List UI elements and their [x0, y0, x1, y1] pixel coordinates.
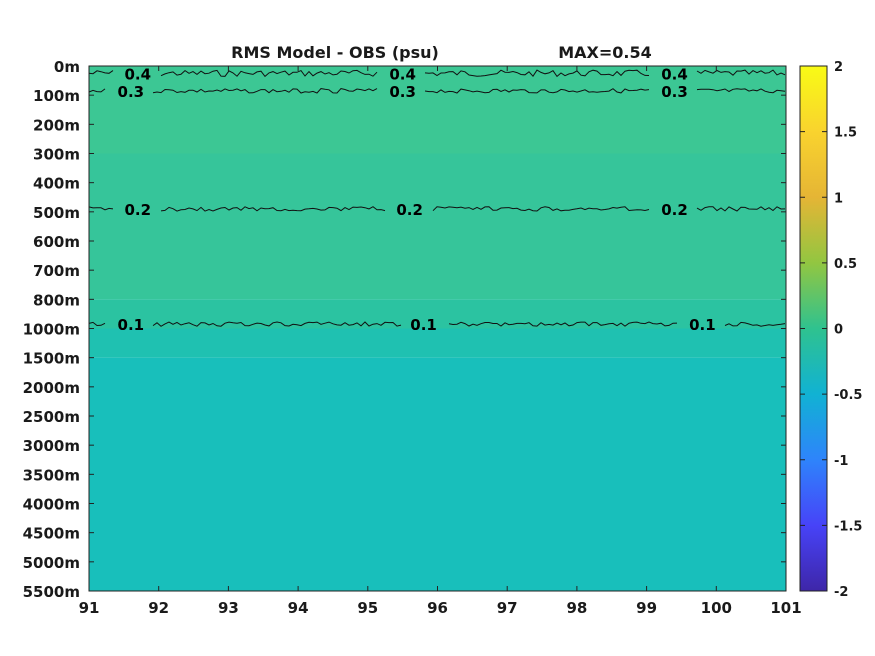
colorbar-tick-label-4: 0	[834, 323, 843, 338]
colorbar-tick-label-0: 2	[834, 60, 843, 75]
y-tick-label-13: 3000m	[23, 437, 80, 455]
contour-label-0.3-1: 0.3	[389, 83, 416, 101]
depth-band-0	[89, 66, 786, 154]
contour-label-0.2-0: 0.2	[125, 201, 152, 219]
x-tick-label-5: 96	[427, 599, 448, 617]
colorbar-tick-label-1: 1.5	[834, 126, 857, 141]
colorbar: 2 1.5 1 0.5 0 -0.5 -1 -1.5 -2	[799, 60, 862, 600]
y-tick-label-5: 500m	[33, 204, 80, 222]
contour-label-0.2-1: 0.2	[396, 201, 423, 219]
x-tick-label-0: 91	[79, 599, 100, 617]
y-tick-label-17: 5000m	[23, 554, 80, 572]
x-tick-label-1: 92	[148, 599, 169, 617]
y-tick-label-1: 100m	[33, 87, 80, 105]
colorbar-tick-label-3: 0.5	[834, 257, 857, 272]
contour-line-0.3-seg-1	[152, 88, 378, 94]
depth-band-4	[89, 357, 786, 591]
contour-line-0.3-seg-2	[424, 88, 650, 94]
chart-title: RMS Model - OBS (psu)	[231, 43, 439, 62]
y-tick-label-16: 4500m	[23, 525, 80, 543]
contour-line-0.1-seg-3	[724, 321, 786, 327]
contour-label-0.4-2: 0.4	[661, 65, 688, 83]
y-tick-label-14: 3500m	[23, 466, 80, 484]
x-tick-label-7: 98	[566, 599, 587, 617]
contour-layer: 0.4 0.4 0.40.3 0.3 0.30.2 0.2 0.20.1 0.1 0.1	[88, 65, 786, 334]
y-tick-label-2: 200m	[33, 116, 80, 134]
x-tick-label-2: 93	[218, 599, 239, 617]
y-tick-label-18: 5500m	[23, 583, 80, 601]
colorbar-tick-label-6: -1	[834, 454, 848, 469]
colorbar-tick-label-5: -0.5	[834, 388, 862, 403]
contour-label-0.3-2: 0.3	[661, 83, 688, 101]
x-tick-label-4: 95	[357, 599, 378, 617]
contour-line-0.1-seg-0	[88, 321, 106, 327]
contour-label-0.4-0: 0.4	[125, 65, 152, 83]
y-tick-label-7: 700m	[33, 262, 80, 280]
contour-line-0.4-seg-1	[160, 69, 378, 78]
contour-label-0.2-2: 0.2	[661, 201, 688, 219]
contour-line-0.2-seg-3	[696, 206, 786, 212]
y-tick-label-0: 0m	[54, 58, 80, 76]
x-tick-label-10: 101	[770, 599, 801, 617]
depth-band-2	[89, 299, 786, 329]
max-label: MAX=0.54	[558, 43, 652, 62]
y-tick-label-12: 2500m	[23, 408, 80, 426]
y-tick-label-11: 2000m	[23, 379, 80, 397]
colorbar-tick-label-8: -2	[834, 585, 848, 600]
contour-line-0.1-seg-1	[152, 321, 402, 327]
y-tick-label-3: 300m	[33, 146, 80, 164]
contour-label-0.1-1: 0.1	[410, 316, 437, 334]
y-tick-label-15: 4000m	[23, 496, 80, 514]
x-tick-label-9: 100	[701, 599, 732, 617]
contour-line-0.3-seg-0	[88, 88, 106, 93]
y-tick-label-6: 600m	[33, 233, 80, 251]
x-tick-label-8: 99	[636, 599, 657, 617]
plot-area	[89, 66, 786, 591]
contour-line-0.4-seg-2	[424, 69, 650, 78]
depth-band-1	[89, 153, 786, 300]
y-tick-label-9: 1000m	[23, 321, 80, 339]
contour-line-0.2-seg-0	[88, 206, 114, 211]
contour-line-0.2-seg-2	[432, 206, 650, 212]
contour-line-0.4-seg-3	[696, 69, 786, 76]
contour-label-0.1-0: 0.1	[118, 316, 145, 334]
contour-label-0.4-1: 0.4	[389, 65, 416, 83]
colorbar-tick-label-7: -1.5	[834, 519, 862, 534]
x-tick-label-6: 97	[497, 599, 518, 617]
contour-line-0.4-seg-0	[88, 70, 114, 75]
x-tick-label-3: 94	[288, 599, 309, 617]
axes-layer: 0m 100m 200m 300m 400m 500m 600m 700m 800m 1000m 1…	[23, 58, 802, 617]
contour-line-0.1-seg-2	[448, 321, 678, 327]
contour-label-0.1-2: 0.1	[689, 316, 716, 334]
depth-band-3	[89, 328, 786, 358]
y-tick-label-8: 800m	[33, 291, 80, 309]
colorbar-tick-label-2: 1	[834, 191, 843, 206]
contour-line-0.3-seg-3	[696, 88, 786, 94]
contour-line-0.2-seg-1	[160, 206, 386, 212]
y-tick-label-10: 1500m	[23, 350, 80, 368]
y-tick-label-4: 400m	[33, 175, 80, 193]
contour-label-0.3-0: 0.3	[118, 83, 145, 101]
